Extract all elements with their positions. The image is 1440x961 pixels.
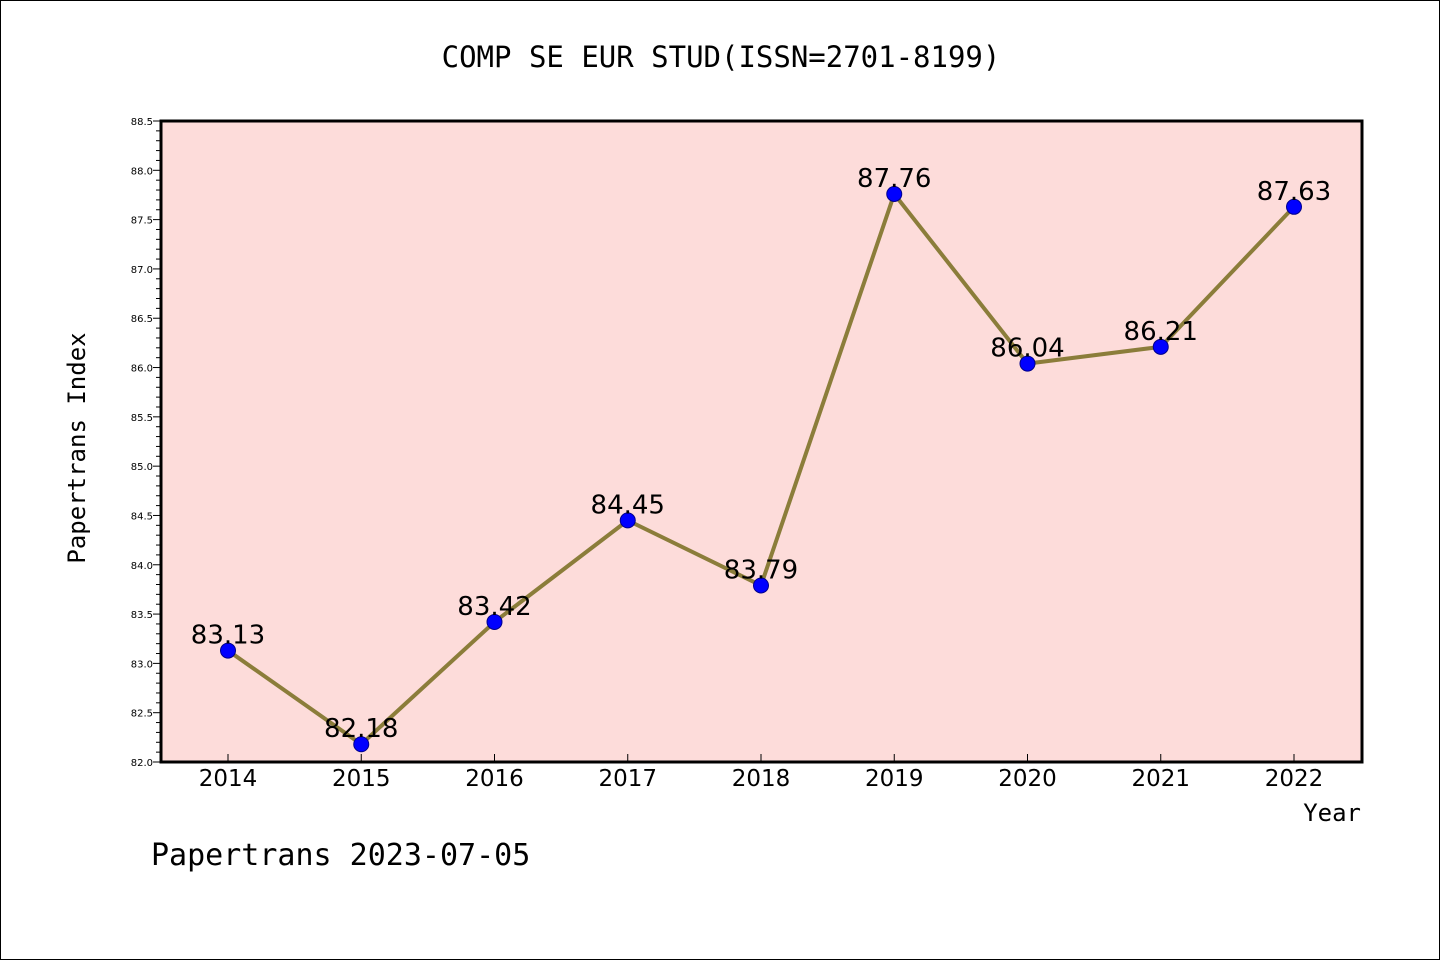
y-tick-label: 84.0 (131, 561, 153, 572)
x-tick-label: 2017 (598, 766, 657, 792)
x-tick-label: 2019 (865, 766, 924, 792)
data-label: 87.63 (1257, 177, 1331, 207)
plot-frame (159, 119, 1364, 764)
x-tick-label: 2021 (1131, 766, 1190, 792)
y-axis: 82.0 82.5 83.0 83.5 84.0 84.5 85.0 85.5 86.0 86.5… (131, 117, 161, 769)
chart-title: COMP SE EUR STUD(ISSN=2701-8199) (442, 40, 1001, 74)
x-axis-label: Year (1303, 799, 1361, 827)
data-markers (220, 185, 1302, 753)
y-tick-label: 87.5 (131, 216, 153, 227)
y-tick-label: 88.5 (131, 117, 153, 128)
y-tick-label: 83.5 (131, 610, 153, 621)
y-tick-label: 86.5 (131, 314, 153, 325)
y-tick-label: 83.0 (131, 659, 153, 670)
y-tick-label: 82.0 (131, 758, 153, 769)
x-tick-label: 2020 (998, 766, 1057, 792)
data-labels: 83.13 82.18 83.42 84.45 83.79 87.76 86.04 86.21… (191, 164, 1331, 744)
y-tick-label: 85.5 (131, 413, 153, 424)
x-axis: 2014 2015 2016 2017 2018 2019 2020 2021 2022 (199, 754, 1324, 792)
y-tick-label: 87.0 (131, 265, 153, 276)
x-tick-label: 2014 (199, 766, 258, 792)
x-tick-label: 2016 (465, 766, 524, 792)
data-point (753, 577, 769, 594)
data-label: 83.13 (191, 621, 265, 651)
x-tick-label: 2018 (732, 766, 791, 792)
data-point (619, 512, 636, 529)
data-point (353, 736, 370, 753)
data-label: 86.04 (990, 334, 1064, 364)
data-point (1286, 198, 1302, 215)
y-axis-label: Papertrans Index (63, 332, 91, 563)
data-label: 83.42 (457, 592, 531, 622)
x-tick-label: 2022 (1265, 766, 1324, 792)
y-tick-label: 86.0 (131, 364, 153, 375)
y-tick-label: 88.0 (131, 166, 153, 177)
data-label: 87.76 (857, 164, 931, 194)
y-tick-label: 82.5 (131, 709, 153, 720)
plot-area (161, 121, 1362, 762)
data-point (1152, 338, 1169, 355)
data-point (1019, 355, 1036, 372)
data-label: 82.18 (324, 714, 398, 744)
data-label: 83.79 (724, 555, 798, 585)
data-point (486, 613, 503, 630)
x-tick-label: 2015 (332, 766, 391, 792)
data-point (886, 185, 903, 202)
data-point (220, 642, 236, 659)
y-tick-label: 84.5 (131, 511, 153, 522)
y-tick-label: 85.0 (131, 462, 153, 473)
data-label: 86.21 (1124, 317, 1198, 347)
data-label: 84.45 (591, 490, 665, 520)
footer-credit: Papertrans 2023-07-05 (151, 838, 530, 873)
